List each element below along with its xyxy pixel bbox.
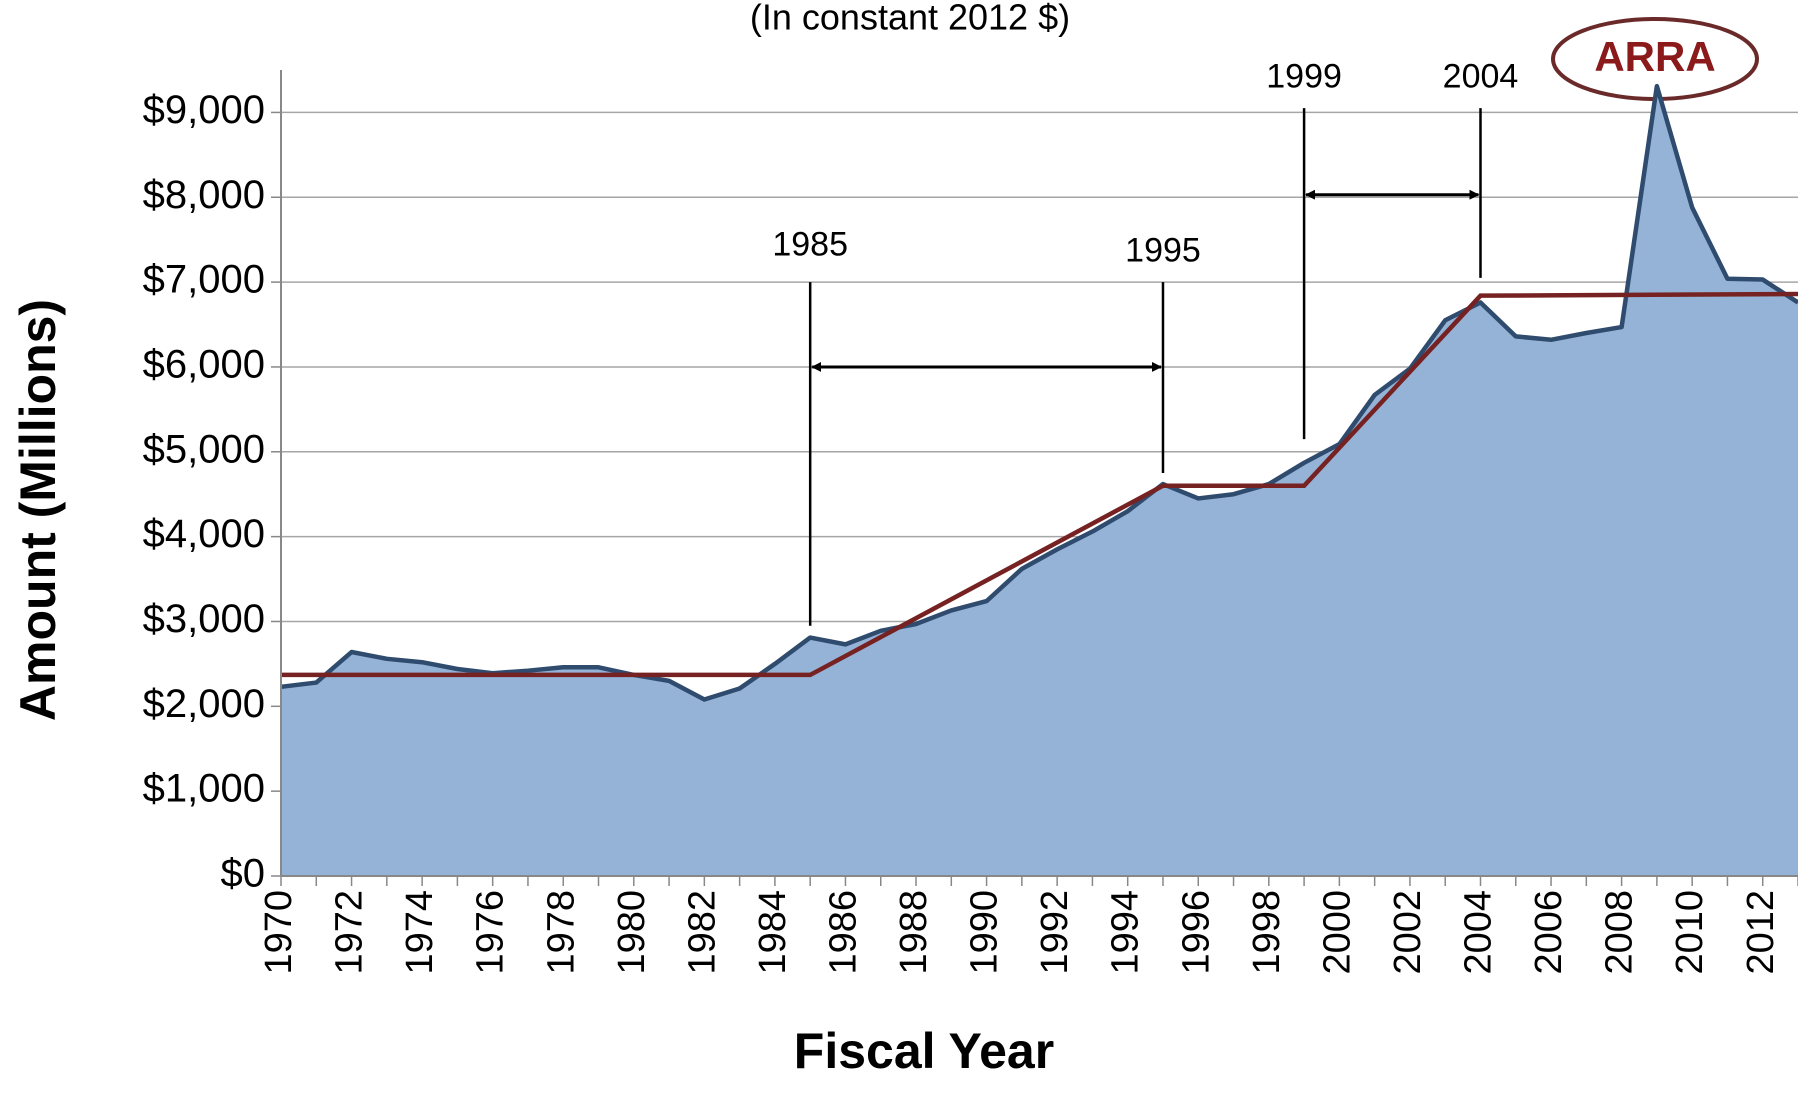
area-outline [280,83,1798,702]
x-tick-label: 1986 [822,890,864,975]
area [281,86,1798,877]
y-tick-label: $2,000 [143,682,265,726]
y-tick-label: $7,000 [143,258,265,302]
x-tick-label: 1998 [1246,890,1288,975]
y-tick-label: $3,000 [143,597,265,641]
x-tick-label: 2004 [1458,890,1500,975]
x-tick-label: 2012 [1740,890,1782,975]
x-tick-label: 1988 [893,890,935,975]
x-tick-label: 2010 [1669,890,1711,975]
chart-subtitle: (In constant 2012 $) [750,0,1070,38]
x-tick-label: 2008 [1599,890,1641,975]
annotation-label: 1985 [772,225,848,263]
x-tick-label: 1982 [681,890,723,975]
y-tick-label: $8,000 [143,173,265,217]
x-tick-label: 1994 [1105,890,1147,975]
x-tick-label: 1972 [329,890,371,975]
y-tick-label: $4,000 [143,512,265,556]
x-tick-label: 1984 [752,890,794,975]
y-axis-title: Amount (Millions) [10,299,66,721]
y-tick-label: $6,000 [143,343,265,387]
x-tick-label: 2006 [1528,890,1570,975]
y-tick-label: $5,000 [143,427,265,471]
y-tick-label: $1,000 [143,767,265,811]
y-tick-label: $9,000 [143,88,265,132]
y-tick-label: $0 [221,852,266,896]
x-tick-label: 1996 [1175,890,1217,975]
annotation-label: 1999 [1266,57,1342,95]
x-tick-label: 1992 [1034,890,1076,975]
x-tick-label: 2002 [1387,890,1429,975]
x-tick-label: 1974 [399,890,441,975]
annotation-label: 2004 [1443,57,1519,95]
x-tick-label: 1976 [470,890,512,975]
annotation-label: 1995 [1125,231,1201,269]
x-tick-label: 1970 [258,890,300,975]
x-tick-label: 2000 [1316,890,1358,975]
x-axis-title: Fiscal Year [794,1023,1054,1079]
trend-line [281,291,1798,678]
x-tick-label: 1990 [964,890,1006,975]
callout-text: ARRA [1594,33,1715,80]
x-tick-label: 1980 [611,890,653,975]
x-tick-label: 1978 [540,890,582,975]
